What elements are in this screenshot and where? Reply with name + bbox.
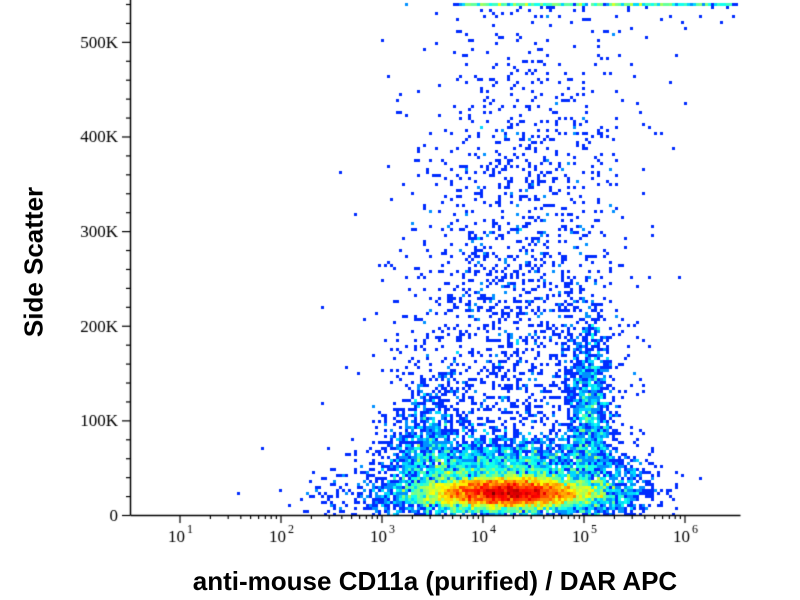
y-axis-title: Side Scatter [18, 186, 49, 338]
x-axis-title: anti-mouse CD11a (purified) / DAR APC [192, 566, 678, 596]
